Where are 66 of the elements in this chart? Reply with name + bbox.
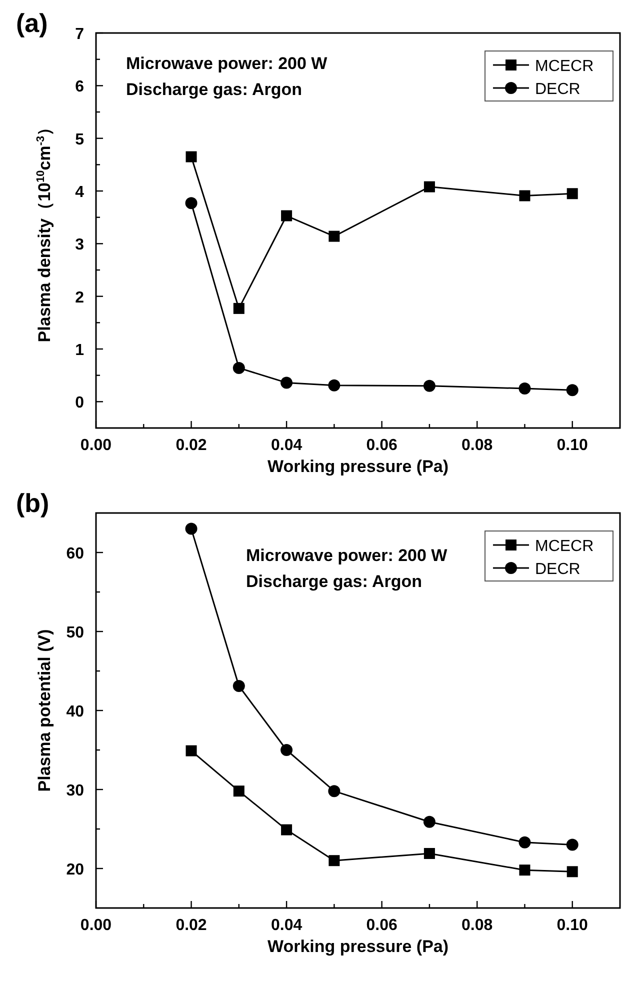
point bbox=[233, 786, 244, 797]
point bbox=[328, 379, 340, 392]
point bbox=[186, 745, 197, 756]
x-tick-label: 0.02 bbox=[176, 437, 207, 454]
y-tick-label: 20 bbox=[66, 862, 84, 878]
y-tick-label: 5 bbox=[75, 131, 84, 148]
annotation: Microwave power: 200 W bbox=[126, 54, 328, 73]
point bbox=[566, 866, 578, 878]
point bbox=[280, 376, 293, 389]
y-tick-label: 60 bbox=[66, 546, 84, 562]
y-tick-label: 2 bbox=[75, 289, 84, 306]
x-tick-label: 0.04 bbox=[270, 917, 302, 934]
annotation: Discharge gas: Argon bbox=[246, 572, 422, 591]
point bbox=[232, 362, 245, 374]
y-tick-label: 7 bbox=[75, 26, 84, 43]
x-axis-title: Working pressure (Pa) bbox=[267, 937, 449, 956]
x-tick-label: 0.10 bbox=[556, 437, 588, 454]
y-axis-title: Plasma potential (V) bbox=[35, 629, 54, 792]
point bbox=[281, 210, 292, 222]
point bbox=[424, 848, 435, 859]
x-tick-label: 0.10 bbox=[556, 917, 588, 934]
point bbox=[280, 744, 293, 756]
chart-title: (b) bbox=[16, 488, 50, 518]
x-tick-label: 0.06 bbox=[366, 437, 398, 454]
y-tick-label: 4 bbox=[75, 184, 84, 201]
annotation: Microwave power: 200 W bbox=[246, 546, 448, 565]
point bbox=[233, 302, 244, 314]
chart-title: (a) bbox=[16, 8, 48, 38]
y-tick-label: 1 bbox=[75, 342, 84, 359]
point bbox=[566, 838, 578, 851]
point bbox=[186, 151, 197, 162]
y-tick-label: 50 bbox=[66, 624, 84, 642]
point bbox=[519, 864, 530, 876]
legend-label: MCECR bbox=[535, 538, 594, 555]
y-tick-label: 3 bbox=[75, 236, 84, 254]
legend-label: DECR bbox=[535, 81, 580, 98]
legend-label: DECR bbox=[535, 561, 580, 578]
annotation: Discharge gas: Argon bbox=[126, 80, 302, 99]
point bbox=[185, 522, 198, 535]
legend-label: MCECR bbox=[535, 58, 594, 75]
point bbox=[281, 824, 292, 836]
point bbox=[424, 181, 435, 192]
y-tick-label: 0 bbox=[75, 394, 84, 412]
y-tick-label: 40 bbox=[66, 704, 84, 720]
point bbox=[328, 230, 340, 242]
x-tick-label: 0.00 bbox=[80, 437, 112, 454]
point bbox=[566, 188, 578, 200]
point bbox=[566, 384, 578, 396]
x-tick-label: 0.02 bbox=[176, 917, 207, 934]
y-tick-label: 6 bbox=[75, 78, 84, 96]
x-tick-label: 0.08 bbox=[462, 437, 493, 454]
x-tick-label: 0.08 bbox=[462, 917, 493, 934]
point bbox=[185, 197, 198, 210]
point bbox=[518, 836, 531, 848]
x-axis-title: Working pressure (Pa) bbox=[267, 457, 449, 476]
y-tick-label: 30 bbox=[66, 782, 84, 800]
x-tick-label: 0.04 bbox=[270, 437, 302, 454]
x-tick-label: 0.00 bbox=[80, 917, 112, 934]
x-tick-label: 0.06 bbox=[366, 917, 398, 934]
point bbox=[328, 785, 340, 798]
point bbox=[328, 855, 340, 866]
point bbox=[423, 380, 436, 392]
point bbox=[232, 680, 245, 692]
point bbox=[518, 382, 531, 394]
point bbox=[519, 190, 530, 202]
point bbox=[423, 816, 436, 828]
